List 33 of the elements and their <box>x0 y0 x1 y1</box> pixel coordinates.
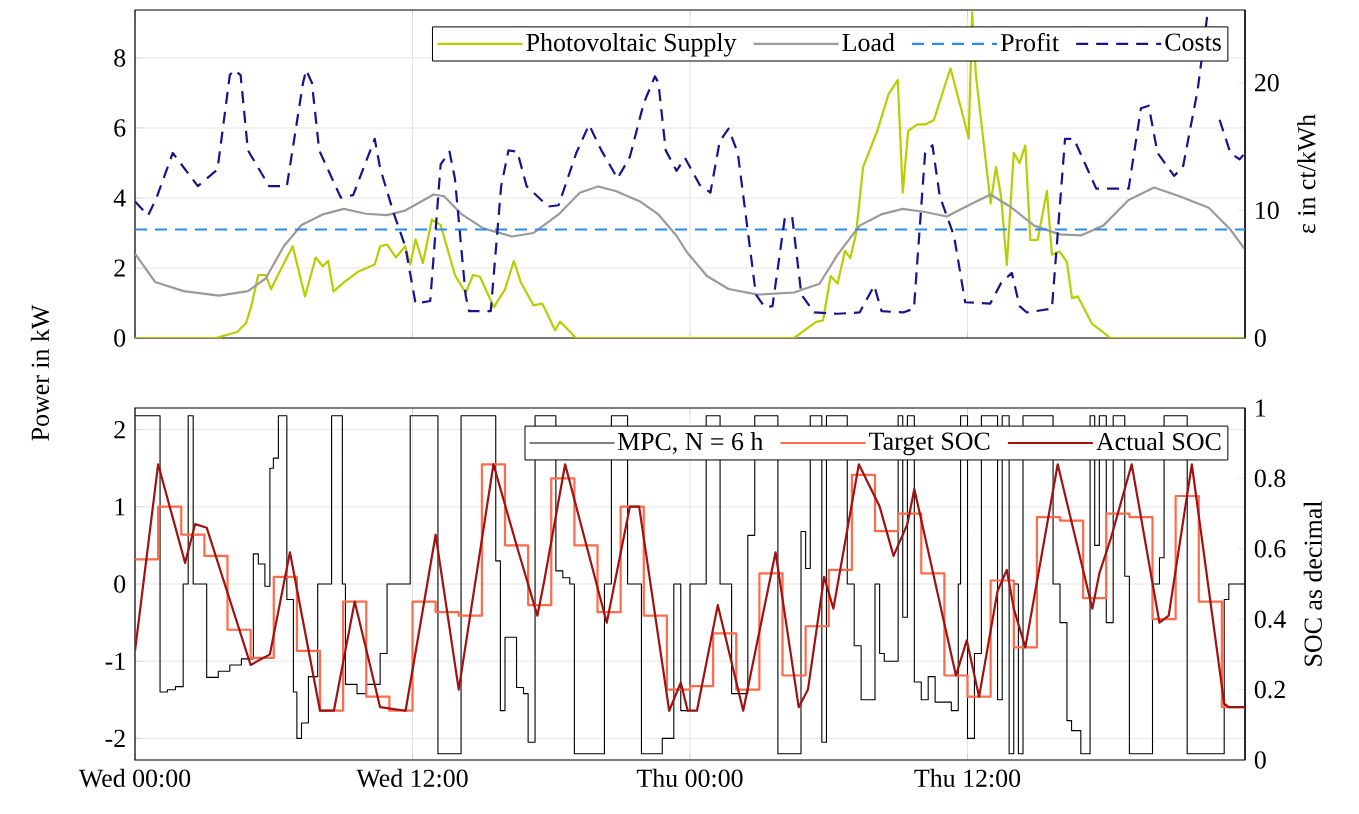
x-tick-label: Wed 00:00 <box>78 768 191 788</box>
y-tick-label: 6 <box>114 119 126 137</box>
y2-tick-label: 0 <box>1254 751 1266 769</box>
y-tick-label: 4 <box>113 189 126 207</box>
y-tick-label: 2 <box>114 421 125 439</box>
y-tick-label: 0 <box>114 575 126 593</box>
y-tick-label: 8 <box>114 49 126 67</box>
legend-label: Target SOC <box>869 432 990 456</box>
y2-tick-label: 0.2 <box>1254 680 1285 699</box>
legend-label: Profit <box>1000 32 1059 52</box>
y2-tick-label: 10 <box>1256 201 1279 220</box>
y-tick-label: -1 <box>105 652 125 670</box>
legend-label: Photovoltaic Supply <box>526 33 737 57</box>
y-tick-label: 2 <box>114 259 125 277</box>
legend-label: Actual SOC <box>1096 432 1221 451</box>
x-tick-label: Wed 12:00 <box>356 768 468 788</box>
y-tick-label: -2 <box>105 729 125 747</box>
y-tick-label: 1 <box>115 498 125 516</box>
legend-label: Costs <box>1165 33 1221 51</box>
x-tick-label: Thu 00:00 <box>636 768 743 788</box>
legend-label: MPC, N = 6 h <box>617 432 764 455</box>
y2-axis-title: ε in ct/kWh <box>1297 114 1316 234</box>
y2-tick-label: 0.4 <box>1254 610 1286 628</box>
y2-tick-label: 1 <box>1256 399 1266 417</box>
y2-axis-title: SOC as decimal <box>1303 501 1322 666</box>
x-tick-label: Thu 12:00 <box>914 768 1021 788</box>
y2-tick-label: 0 <box>1254 329 1266 347</box>
y-tick-label: 0 <box>114 329 126 347</box>
y-axis-title: Power in kW <box>30 304 50 441</box>
y2-tick-label: 0.6 <box>1254 539 1286 558</box>
legend-label: Load <box>842 33 895 52</box>
y2-tick-label: 0.8 <box>1254 469 1286 488</box>
y2-tick-label: 20 <box>1254 73 1279 92</box>
